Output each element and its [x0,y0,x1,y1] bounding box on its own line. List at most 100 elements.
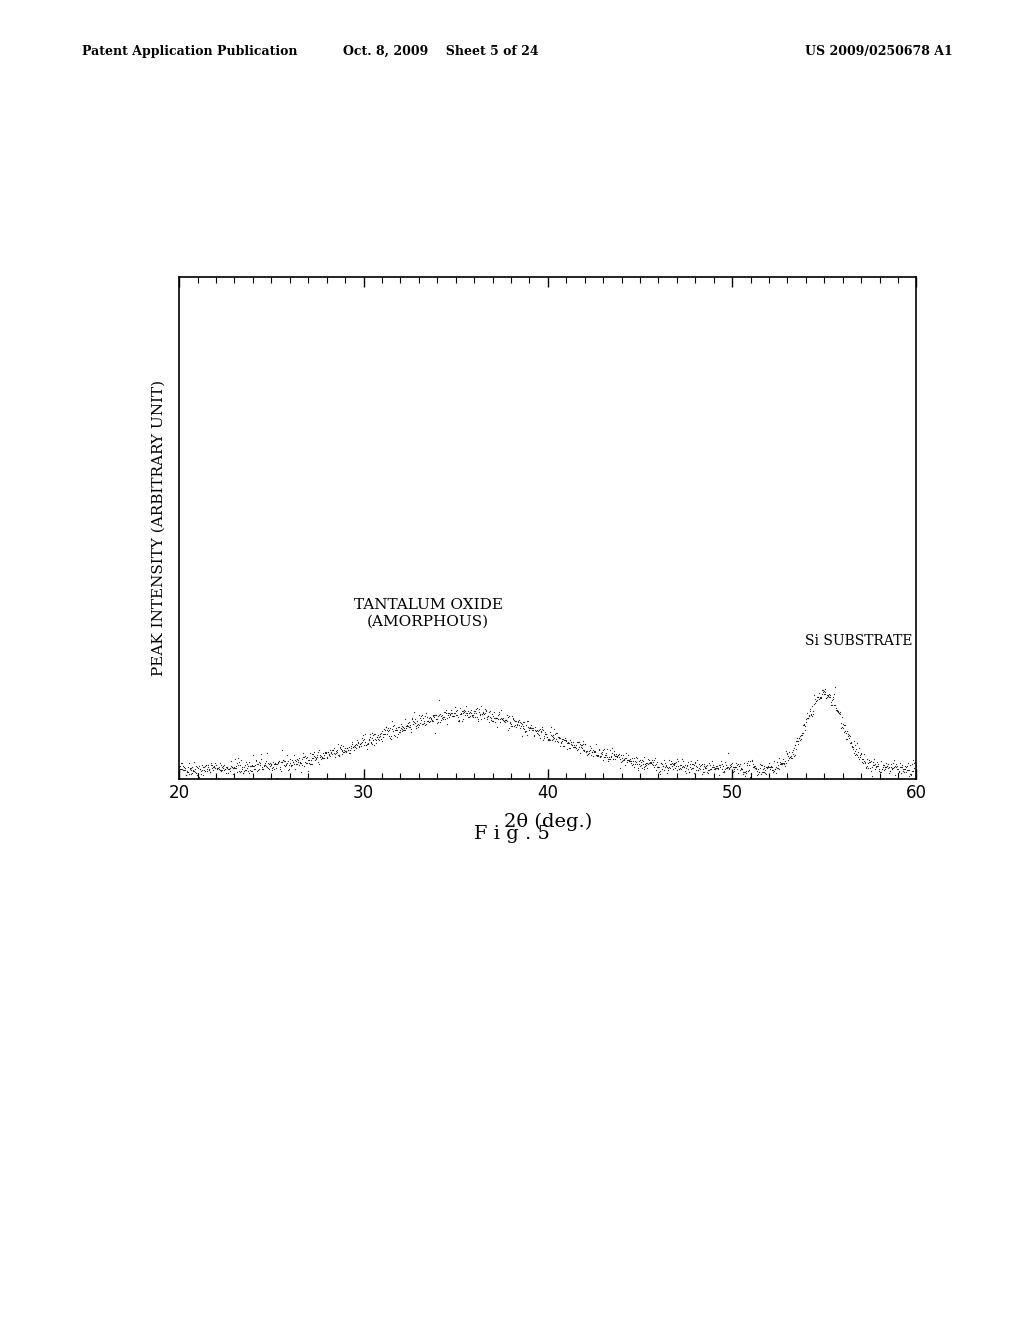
Point [809,686,825,708]
Point [457,702,473,723]
Point [786,744,803,766]
Point [681,762,697,783]
Point [854,752,870,774]
Point [691,754,708,775]
Point [797,719,813,741]
Point [687,759,703,780]
Point [552,735,568,756]
Point [273,739,290,760]
Point [882,756,898,777]
Point [905,760,922,781]
Point [439,708,456,729]
Point [400,711,417,733]
Point [253,748,269,770]
Point [229,754,246,775]
Point [420,710,436,731]
Point [726,756,742,777]
Point [760,756,776,777]
Point [587,741,603,762]
Point [446,702,463,723]
Point [833,704,849,725]
Point [407,702,423,723]
Point [666,752,682,774]
Point [195,754,211,775]
Point [182,763,199,784]
Point [569,739,586,760]
Point [616,750,633,771]
Point [404,708,421,729]
Point [222,756,239,777]
Point [174,755,190,776]
Point [713,767,729,788]
Point [544,726,560,747]
Point [226,748,243,770]
Point [357,723,374,744]
Point [764,756,780,777]
Point [857,752,873,774]
Point [863,750,880,771]
Point [633,751,649,772]
Point [508,710,524,731]
Point [542,729,558,750]
Point [349,733,366,754]
Point [471,698,487,719]
Point [509,710,525,731]
Point [513,713,529,734]
Point [413,705,429,726]
Point [258,755,274,776]
Point [554,730,570,751]
Point [550,726,566,747]
Point [237,755,253,776]
Point [346,737,362,758]
Point [266,759,283,780]
Point [657,756,674,777]
Point [371,723,387,744]
Point [787,731,804,752]
Point [294,748,310,770]
Point [505,709,521,730]
Point [761,756,777,777]
Point [413,710,429,731]
Point [390,715,407,737]
Point [737,760,754,781]
Point [908,755,925,776]
Point [267,752,284,774]
Point [317,742,334,763]
Point [588,734,604,755]
Point [766,750,782,771]
Point [272,760,289,781]
Point [617,747,634,768]
Point [424,705,440,726]
Point [612,744,629,766]
Point [784,739,801,760]
Point [845,738,861,759]
Point [300,752,316,774]
Point [686,763,702,784]
Point [838,729,854,750]
Point [523,718,540,739]
Point [424,709,440,730]
Point [419,706,435,727]
Point [428,704,444,725]
Point [408,715,424,737]
Point [571,742,588,763]
Point [611,746,628,767]
Point [374,730,390,751]
Point [855,752,871,774]
Point [180,763,197,784]
Point [559,738,575,759]
Point [234,763,251,784]
Point [757,758,773,779]
Point [434,705,451,726]
Point [853,743,869,764]
Point [531,727,548,748]
Point [741,767,758,788]
Point [560,733,577,754]
Point [635,752,651,774]
Point [663,754,679,775]
Point [358,738,375,759]
Point [851,738,867,759]
Text: Oct. 8, 2009    Sheet 5 of 24: Oct. 8, 2009 Sheet 5 of 24 [342,45,539,58]
Point [266,754,283,775]
Point [660,750,677,771]
